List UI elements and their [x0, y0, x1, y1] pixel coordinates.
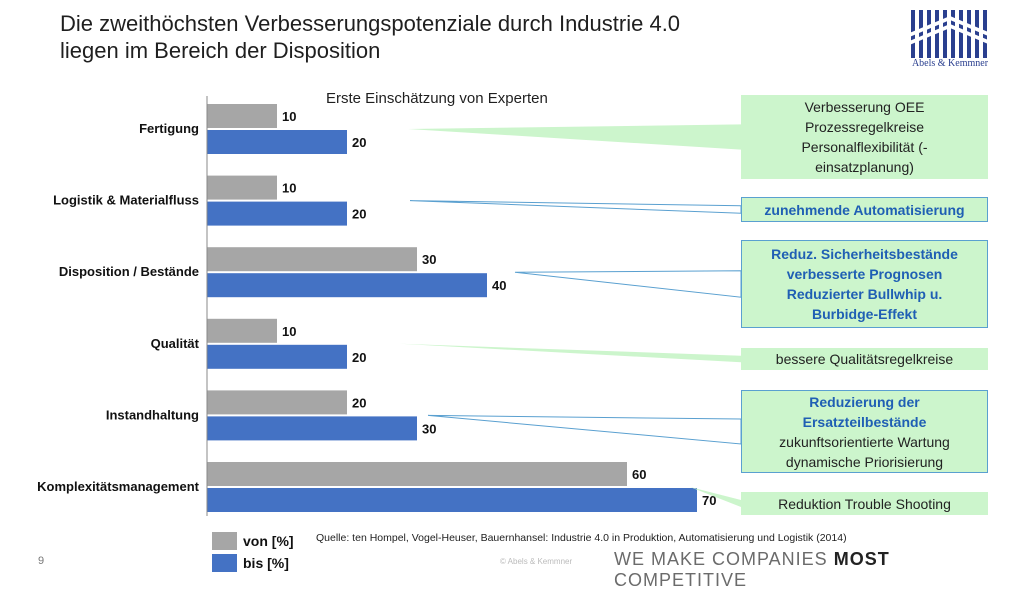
callout-line: zukunftsorientierte Wartung [779, 433, 950, 450]
slogan-post: COMPETITIVE [614, 570, 748, 590]
callout-box: zunehmende Automatisierung [741, 197, 988, 222]
callout-line: verbesserte Prognosen [786, 266, 943, 282]
legend-item-bis: bis [%] [212, 552, 294, 574]
callout-box: Reduz. Sicherheitsbestände verbesserte Pr… [741, 240, 988, 328]
slogan-pre: WE MAKE COMPANIES [614, 549, 834, 569]
legend-swatch-bis [212, 554, 237, 572]
data-label: 40 [492, 278, 506, 293]
category-label: Instandhaltung [106, 407, 199, 422]
category-label: Logistik & Materialfluss [53, 193, 199, 208]
callout-line: Prozessregelkreise [804, 119, 925, 135]
callout-pointer [400, 343, 741, 363]
bar-von [207, 247, 417, 272]
callout-line: Reduktion Trouble Shooting [778, 495, 951, 512]
callout-line: bessere Qualitätsregelkreise [775, 351, 954, 367]
bar-bis [207, 201, 347, 226]
legend-label-von: von [%] [243, 533, 294, 549]
bar-von [207, 462, 627, 486]
callout-pointer [427, 414, 742, 445]
category-label: Fertigung [139, 121, 199, 136]
title-line-2: liegen im Bereich der Disposition [60, 38, 381, 63]
chart-title: Erste Einschätzung von Experten [326, 90, 548, 107]
category-label: Qualität [151, 336, 200, 351]
chart-legend: von [%] bis [%] [212, 530, 294, 574]
data-label: 60 [632, 467, 646, 482]
bar-bis [207, 344, 347, 369]
callout-line: Ersatzteilbestände [802, 413, 927, 430]
logo-text: Abels & Kemmner [911, 58, 989, 69]
category-label: Komplexitätsmanagement [37, 479, 199, 494]
data-label: 30 [422, 421, 436, 436]
legend-label-bis: bis [%] [243, 555, 289, 571]
page-number: 9 [38, 555, 45, 567]
callout-line: Reduzierter Bullwhip u. [786, 286, 943, 302]
slide-title: Die zweithöchsten Verbesserungspotenzial… [60, 10, 820, 64]
callout-pointer [514, 270, 742, 298]
data-label: 20 [352, 350, 366, 365]
company-logo-icon [907, 10, 993, 58]
source-note: Quelle: ten Hompel, Vogel-Heuser, Bauern… [316, 532, 847, 544]
data-label: 10 [282, 324, 296, 339]
bar-von [207, 175, 277, 200]
callout-line: Reduzierung der [809, 393, 920, 410]
category-label: Disposition / Bestände [59, 264, 199, 279]
callout-pointer [408, 124, 741, 150]
callout-line: zunehmende Automatisierung [764, 201, 965, 218]
data-label: 20 [352, 207, 366, 222]
legend-swatch-von [212, 532, 237, 550]
bar-bis [207, 488, 697, 512]
callout-line: Reduz. Sicherheitsbestände [771, 246, 958, 262]
callout-box: Verbesserung OEE Prozessregelkreise Person… [741, 95, 988, 179]
bar-von [207, 318, 277, 343]
callout-pointer [690, 487, 741, 507]
callout-line: Burbidge-Effekt [812, 306, 917, 322]
slogan-bold: MOST [833, 549, 890, 569]
title-line-1: Die zweithöchsten Verbesserungspotenzial… [60, 11, 681, 36]
callout-line: einsatzplanung) [815, 159, 914, 175]
copyright-note: © Abels & Kemmner [500, 557, 573, 566]
callout-pointer [409, 200, 742, 214]
bar-chart: Fertigung 10 20 Logistik & Materialfluss 10 2… [37, 96, 742, 516]
bar-von [207, 390, 347, 415]
data-label: 20 [352, 135, 366, 150]
callout-box: Reduktion Trouble Shooting [741, 492, 988, 515]
data-label: 70 [702, 493, 716, 508]
data-label: 10 [282, 109, 296, 124]
callout-line: dynamische Priorisierung [785, 453, 944, 470]
callout-box: Reduzierung der Ersatzteilbestände zukunft… [741, 390, 988, 473]
bar-von [207, 104, 277, 128]
slogan: WE MAKE COMPANIES MOST COMPETITIVE [614, 549, 1024, 591]
callout-line: Personalflexibilität (- [801, 139, 928, 155]
bar-bis [207, 416, 417, 441]
callout-line: Verbesserung OEE [804, 99, 925, 115]
bar-bis [207, 130, 347, 154]
callout-box: bessere Qualitätsregelkreise [741, 348, 988, 370]
data-label: 20 [352, 395, 366, 410]
legend-item-von: von [%] [212, 530, 294, 552]
data-label: 10 [282, 181, 296, 196]
bar-bis [207, 273, 487, 298]
data-label: 30 [422, 252, 436, 267]
